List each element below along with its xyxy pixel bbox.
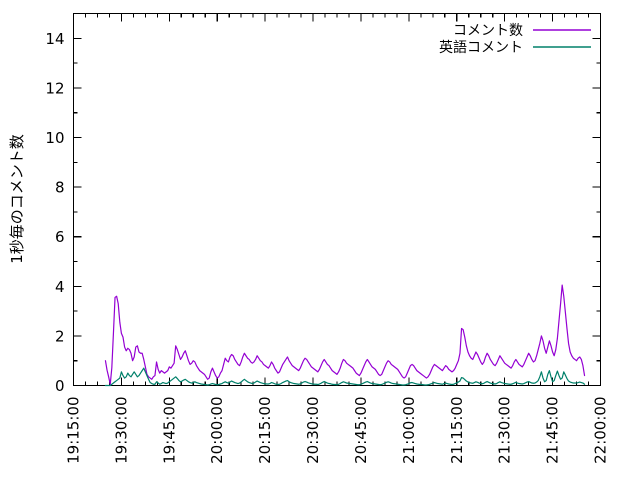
y-tick-label: 0: [55, 377, 65, 395]
x-tick-label: 20:30:00: [304, 397, 322, 464]
series-line-2: [104, 367, 586, 387]
y-axis-tick-labels: 0 2 4 6 8 10 12 14: [45, 30, 64, 395]
y-tick-label: 4: [55, 278, 65, 296]
x-tick-label: 21:45:00: [544, 397, 562, 464]
y-tick-label: 12: [45, 79, 64, 97]
y-tick-label: 6: [55, 228, 65, 246]
y-axis-ticks: [73, 37, 601, 387]
x-tick-label: 19:15:00: [65, 397, 83, 464]
x-tick-label: 21:00:00: [400, 397, 418, 464]
legend-label-2: 英語コメント: [439, 39, 523, 56]
x-tick-label: 20:00:00: [208, 397, 226, 464]
y-tick-label: 14: [45, 30, 64, 48]
y-axis-title: 1秒毎のコメント数: [8, 134, 26, 264]
x-axis-tick-labels: 19:15:00 19:30:00 19:45:00 20:00:00 20:15:00…: [65, 397, 610, 464]
x-tick-label: 21:30:00: [496, 397, 514, 464]
y-tick-label: 2: [55, 327, 65, 345]
plot-frame: [72, 12, 602, 387]
y-tick-label: 8: [55, 179, 65, 197]
series-lines: [104, 284, 586, 387]
legend-label-1: コメント数: [453, 23, 523, 39]
x-tick-label: 21:15:00: [448, 397, 466, 464]
x-tick-label: 20:45:00: [352, 397, 370, 464]
y-axis-title-text: 1秒毎のコメント数: [8, 134, 26, 264]
x-tick-label: 19:45:00: [160, 397, 178, 464]
x-tick-label: 22:00:00: [592, 397, 610, 464]
series-line-1: [104, 284, 586, 385]
y-tick-label: 10: [45, 129, 64, 147]
x-tick-label: 19:30:00: [112, 397, 130, 464]
x-tick-label: 20:15:00: [256, 397, 274, 464]
